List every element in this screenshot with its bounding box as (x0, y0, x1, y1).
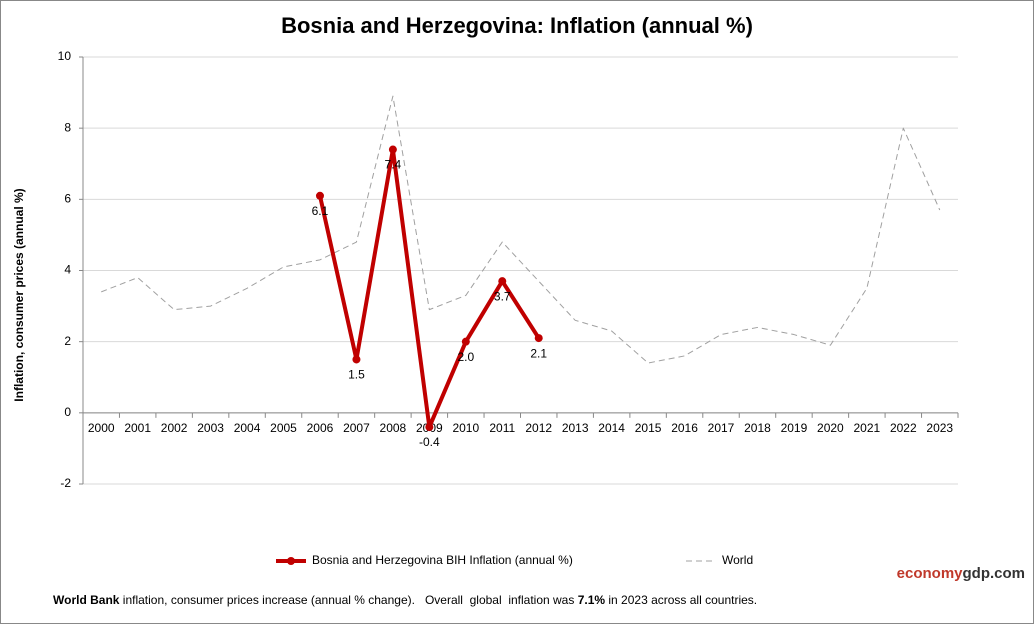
legend-marker (287, 557, 295, 565)
x-tick-label: 2023 (926, 421, 953, 435)
y-tick-label: 8 (64, 120, 71, 134)
footer: World Bank inflation, consumer prices in… (53, 593, 757, 607)
x-tick-label: 2014 (598, 421, 625, 435)
x-tick-label: 2002 (161, 421, 188, 435)
watermark-part: gdp.com (962, 565, 1026, 582)
x-tick-label: 2022 (890, 421, 917, 435)
x-tick-label: 2001 (124, 421, 151, 435)
footer-value: 7.1% (577, 593, 606, 607)
x-tick-label: 2011 (489, 421, 515, 435)
x-tick-label: 2000 (88, 421, 115, 435)
y-tick-label: 0 (64, 405, 71, 419)
data-label: 3.7 (494, 289, 511, 303)
y-tick-label: 10 (58, 49, 72, 63)
x-tick-label: 2015 (635, 421, 662, 435)
x-tick-label: 2005 (270, 421, 297, 435)
data-label: 2.1 (530, 346, 547, 360)
point (315, 191, 324, 200)
data-label: 6.1 (312, 204, 329, 218)
x-tick-label: 2008 (380, 421, 407, 435)
y-tick-label: 6 (64, 192, 71, 206)
x-tick-label: 2019 (781, 421, 808, 435)
x-tick-label: 2010 (452, 421, 479, 435)
x-tick-label: 2021 (854, 421, 881, 435)
x-tick-label: 2013 (562, 421, 589, 435)
y-axis-label: Inflation, consumer prices (annual %) (12, 188, 26, 401)
point (498, 277, 507, 286)
x-tick-label: 2018 (744, 421, 771, 435)
watermark: economygdp.com (897, 565, 1025, 582)
chart-title: Bosnia and Herzegovina: Inflation (annua… (281, 13, 753, 38)
x-tick-label: 2007 (343, 421, 370, 435)
series-line (101, 95, 941, 364)
point (461, 337, 470, 346)
x-tick-label: 2017 (708, 421, 735, 435)
data-label: -0.4 (419, 435, 440, 449)
data-label: 7.4 (385, 158, 402, 172)
data-label: 1.5 (348, 368, 365, 382)
x-tick-label: 2006 (307, 421, 334, 435)
x-tick-label: 2003 (197, 421, 224, 435)
watermark-part: economy (896, 565, 963, 582)
x-tick-label: 2012 (525, 421, 552, 435)
data-label: 2.0 (457, 350, 474, 364)
point (352, 355, 361, 364)
legend-label: World (722, 553, 753, 567)
x-tick-label: 2020 (817, 421, 844, 435)
y-tick-label: -2 (60, 476, 71, 490)
footer-text: inflation, consumer prices increase (ann… (119, 593, 578, 607)
legend-label: Bosnia and Herzegovina BIH Inflation (an… (312, 553, 573, 567)
point (534, 334, 543, 343)
x-tick-label: 2016 (671, 421, 698, 435)
point (425, 423, 434, 432)
footer-source: World Bank (53, 593, 120, 607)
y-tick-label: 2 (64, 334, 71, 348)
y-tick-label: 4 (64, 263, 71, 277)
x-tick-label: 2004 (234, 421, 261, 435)
series-line (318, 147, 541, 430)
footer-text: in 2023 across all countries. (605, 593, 758, 607)
point (388, 145, 397, 154)
